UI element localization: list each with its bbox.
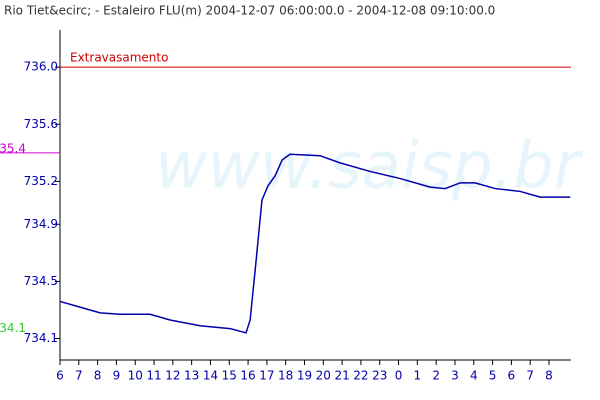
x-tick-label: 17 [259, 369, 274, 383]
x-tick-label: 2 [432, 369, 440, 383]
y-tick-label: 734.1 [24, 331, 58, 345]
x-tick-label: 23 [372, 369, 387, 383]
x-tick-label: 11 [146, 369, 161, 383]
x-tick-label: 21 [334, 369, 349, 383]
x-tick-label: 16 [240, 369, 255, 383]
x-tick-label: 1 [414, 369, 422, 383]
x-tick-label: 9 [113, 369, 121, 383]
x-tick-label: 4 [470, 369, 478, 383]
x-tick-label: 12 [165, 369, 180, 383]
y-tick-label: 735.6 [24, 117, 58, 131]
threshold-label: Extravasamento [70, 51, 168, 65]
y-tick-label: 734.5 [24, 274, 58, 288]
x-tick-label: 7 [526, 369, 534, 383]
x-tick-label: 14 [203, 369, 218, 383]
y-tick-label: 735.2 [24, 174, 58, 188]
x-tick-label: 22 [353, 369, 368, 383]
x-tick-label: 13 [184, 369, 199, 383]
x-tick-label: 10 [128, 369, 143, 383]
x-tick-label: 18 [278, 369, 293, 383]
max-label: 735.4 [0, 141, 26, 155]
x-tick-label: 6 [56, 369, 64, 383]
x-tick-label: 8 [545, 369, 553, 383]
y-tick-label: 734.9 [24, 217, 58, 231]
min-label: 734.1 [0, 321, 26, 335]
x-tick-label: 0 [395, 369, 403, 383]
data-line [59, 153, 571, 334]
chart-title: Rio Tiet&ecirc; - Estaleiro FLU(m) 2004-… [4, 4, 495, 18]
x-tick-label: 19 [297, 369, 312, 383]
watermark: www.saisp.br [155, 130, 584, 204]
x-tick-label: 6 [508, 369, 516, 383]
x-tick-label: 15 [222, 369, 237, 383]
x-tick-label: 5 [489, 369, 497, 383]
x-tick-label: 8 [94, 369, 102, 383]
y-tick-label: 736.0 [24, 60, 58, 74]
x-tick-label: 3 [451, 369, 459, 383]
x-tick-label: 7 [75, 369, 83, 383]
x-tick-label: 20 [316, 369, 331, 383]
